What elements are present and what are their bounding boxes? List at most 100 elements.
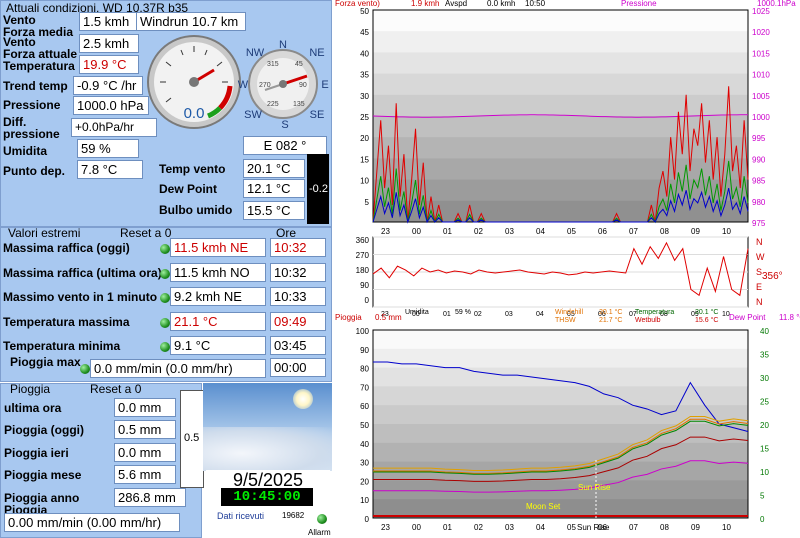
hour-tick: 02 [474,523,483,532]
wind-graph-band [373,137,748,159]
current-conditions-title: Attuali condizioni, WD 10.37R b35 [6,1,189,15]
compass-s: S [281,119,288,130]
hour-tick: 07 [629,523,638,532]
temp-graph-band [373,499,748,519]
hour-tick: 05 [567,227,576,236]
hour-tick: 02 [474,311,482,318]
extreme-label: Temperatura minima [3,339,121,353]
rain-label: Pioggia (oggi) [4,423,84,437]
compass-sw: SW [244,109,262,121]
compass-deg-270: 270 [259,82,271,89]
wind-avg-label: Vento Forza media [3,13,74,39]
hour-tick: 04 [536,311,544,318]
hour-tick: 23 [381,523,390,532]
rain-value: 0.5 mm [114,420,176,439]
temp-graph-band [373,367,748,387]
pressure-value: 1000.0 hPa [73,96,149,115]
weather-sky-image [203,383,332,471]
pressure-label: Pressione [3,98,61,112]
extreme-time: 09:49 [270,312,326,331]
hour-tick: 04 [536,523,545,532]
alarm-label[interactable]: Allarm [308,528,331,537]
compass-nw: NW [246,47,265,59]
temperature-line [373,420,749,475]
wind-graph-band [373,116,748,138]
humidity-axis-tick: 0 [365,515,370,524]
wetbulb-label: Bulbo umido [159,203,233,217]
compass-deg-225: 225 [267,101,279,108]
extreme-label: Massima raffica (oggi) [3,241,130,255]
pressure-graph-value: 1000.1hPa [757,0,796,8]
temp-axis-tick: 15 [760,445,769,454]
wind-now-label: Vento Forza attuale [3,35,78,61]
hour-tick: 08 [660,227,669,236]
pressure-axis-tick: 1020 [752,28,770,37]
rain-gauge-value: 0.5 [184,432,200,444]
dewpoint-graph-value: 11.8 °C [779,313,800,322]
wind-axis-tick: 25 [360,113,369,122]
compass-deg-315: 315 [267,61,279,68]
hour-tick: 05 [567,523,576,532]
pressure-diff-label: Diff. pressione [3,115,60,141]
trend-temp-value: -0.9 °C /hr [73,76,143,95]
humidity-axis-tick: 30 [360,459,369,468]
humidity-axis-tick: 60 [360,402,369,411]
humidity-value: 59 % [77,139,139,158]
wind-axis-tick: 30 [360,92,369,101]
compass-ne: NE [309,47,324,59]
temp-graph-band [373,424,748,444]
compass-n: N [279,39,287,51]
temp-axis-tick: 20 [760,421,769,430]
temp-graph-band [373,386,748,406]
humidity-axis-tick: 50 [360,421,369,430]
temp-axis-tick: 0 [760,515,765,524]
rain-label: ultima ora [4,401,62,415]
direction-axis-tick: 180 [356,266,370,275]
rain-value: 0.0 mm [114,443,176,462]
humidity-axis-tick: 20 [360,477,369,486]
hour-tick: 23 [381,311,389,318]
extreme-led [160,244,170,254]
extreme-value: 9.1 °C [170,336,266,355]
temp-axis-tick: 40 [760,327,769,336]
received-label: Dati ricevuti [217,511,265,521]
alarm-led[interactable] [317,514,327,524]
wind-axis-tick: 20 [360,134,369,143]
date-display: 9/5/2025 [206,470,330,491]
wetbulb-graph-label: Wetbulb [635,317,661,324]
direction-axis-tick: 90 [360,281,369,290]
wind-axis-tick: 15 [360,155,369,164]
pressure-axis-tick: 985 [752,177,766,186]
extreme-label: Massimo vento in 1 minuto [3,290,158,304]
pressure-axis-tick: 975 [752,219,766,228]
wind-speed-line [372,187,749,224]
windchill-label: Temp vento [159,162,226,176]
temp-axis-tick: 35 [760,351,769,360]
thsw-line [373,415,749,472]
windchill-graph-label: Windchill [555,309,583,316]
hour-tick: 06 [598,311,606,318]
rain-value: 5.6 mm [114,465,176,484]
pressure-axis-tick: 1005 [752,92,770,101]
wind-graph-time: 10:50 [525,0,546,8]
hour-tick: 03 [505,523,514,532]
hour-tick: 00 [412,311,420,318]
humidity-axis-tick: 70 [360,383,369,392]
extreme-time: 00:00 [270,358,326,377]
pressure-axis-tick: 1000 [752,113,770,122]
extremes-reset-button[interactable]: Reset a 0 [120,226,172,240]
extreme-value: 0.0 mm/min (0.0 mm/hr) [90,359,266,378]
extreme-led [160,318,170,328]
hour-tick: 01 [443,227,452,236]
wind-axis-tick: 50 [360,7,369,16]
gauge-speed-value: 0.0 [184,105,205,122]
temp-axis-tick: 5 [760,492,765,501]
extreme-value: 11.5 kmh NO [170,263,266,282]
hour-tick: 05 [567,311,575,318]
rain-value: 286.8 mm [114,488,186,507]
rain-value: 0.0 mm [114,398,176,417]
temp-trend-bar-value: -0.2 [309,183,328,195]
wind-graph-band [373,94,748,117]
hour-tick: 09 [691,523,700,532]
rain-reset-button[interactable]: Reset a 0 [90,382,142,396]
